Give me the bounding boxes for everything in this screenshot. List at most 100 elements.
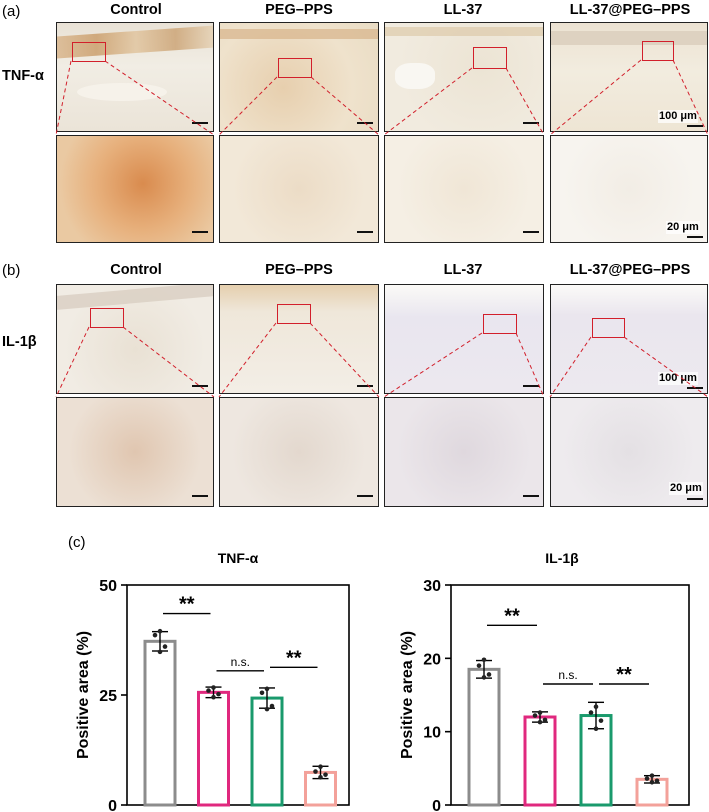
data-point: [532, 713, 538, 718]
y-tick-label: 10: [423, 725, 441, 742]
panel-a-label: (a): [2, 3, 21, 20]
data-point: [644, 776, 650, 781]
row-label-il1b: IL-1β: [2, 334, 37, 350]
column-title-peg-pps: PEG–PPS: [265, 262, 333, 278]
significance-label: n.s.: [558, 668, 577, 682]
data-point: [264, 706, 270, 712]
chart-title-il1b: IL-1β: [545, 550, 579, 566]
bar: [197, 690, 230, 807]
y-tick-label: 20: [423, 651, 441, 668]
scale-bar: [523, 495, 539, 497]
micrograph-il1b-ll37-low: [384, 284, 544, 394]
scale-bar: [357, 495, 373, 497]
data-point: [162, 644, 168, 649]
zoom-guides: [55, 59, 709, 398]
data-point: [318, 774, 323, 780]
micrograph-il1b-control-high: [56, 397, 214, 507]
panel-b-label: (b): [2, 262, 21, 279]
significance-label: **: [286, 647, 302, 669]
micrograph-il1b-ll37pegpps-low: 100 μm: [550, 284, 708, 394]
micrograph-il1b-pegpps-low: [219, 284, 379, 394]
data-point: [157, 649, 163, 655]
data-point: [206, 688, 211, 693]
roi-box: [642, 41, 674, 61]
data-point: [598, 718, 604, 723]
data-point: [216, 691, 221, 697]
micrograph-il1b-ll37-high: [384, 397, 544, 507]
micrograph-tnf-ll37pegpps-high: 20 μm: [550, 135, 708, 243]
chart-il1b: 0 10 20 30 Positive area (%) ** n.s. **: [399, 578, 690, 812]
data-point: [264, 686, 270, 692]
micrograph-il1b-control-low: [56, 284, 214, 394]
micrograph-tnf-control-low: [56, 22, 214, 132]
data-point: [588, 710, 594, 715]
scale-label-100um: 100 μm: [658, 372, 698, 385]
roi-box: [473, 47, 507, 69]
column-title-ll37-peg-pps: LL-37@PEG–PPS: [569, 2, 691, 18]
roi-box: [592, 318, 625, 338]
roi-box: [72, 42, 106, 62]
significance-label: **: [504, 605, 520, 627]
scale-bar: [192, 231, 208, 233]
data-point: [211, 685, 216, 690]
y-tick-label: 0: [432, 798, 441, 812]
scale-bar: [687, 125, 703, 127]
scale-bar: [192, 122, 208, 124]
scale-label-20um: 20 μm: [669, 482, 703, 495]
scale-bar: [523, 122, 539, 124]
panel-c-label: (c): [68, 534, 86, 551]
roi-box: [90, 308, 124, 328]
micrograph-tnf-ll37-high: [384, 135, 544, 243]
roi-box: [277, 304, 311, 324]
data-point: [318, 764, 323, 770]
column-title-ll37-peg-pps: LL-37@PEG–PPS: [569, 262, 691, 278]
scale-bar: [192, 385, 208, 387]
scale-bar: [357, 385, 373, 387]
data-point: [269, 703, 275, 709]
data-point: [486, 672, 492, 677]
column-title-ll37: LL-37: [443, 262, 483, 278]
scale-label-100um: 100 μm: [658, 110, 698, 123]
data-point: [654, 778, 660, 784]
data-point: [259, 690, 265, 696]
data-point: [593, 704, 599, 710]
data-point: [313, 769, 318, 774]
bar: [523, 715, 557, 807]
y-tick-label: 0: [108, 798, 117, 812]
column-title-control: Control: [110, 262, 162, 278]
scale-label-20um: 20 μm: [666, 221, 700, 234]
micrograph-il1b-ll37pegpps-high: 20 μm: [550, 397, 708, 507]
micrograph-il1b-pegpps-high: [219, 397, 379, 507]
y-axis-label: Positive area (%): [75, 631, 92, 759]
data-point: [537, 719, 543, 725]
y-tick-label: 30: [423, 578, 441, 595]
data-point: [323, 772, 328, 777]
bar: [250, 696, 284, 807]
scale-bar: [523, 385, 539, 387]
micrograph-tnf-ll37-low: [384, 22, 544, 132]
column-title-control: Control: [110, 2, 162, 18]
data-point: [649, 779, 655, 785]
scale-bar: [357, 231, 373, 233]
scale-bar: [192, 495, 208, 497]
data-point: [537, 710, 543, 715]
data-point: [481, 675, 487, 680]
data-point: [649, 773, 655, 778]
y-tick-label: 25: [99, 688, 117, 705]
data-point: [476, 663, 482, 668]
data-point: [593, 726, 599, 732]
roi-box: [278, 58, 312, 78]
chart-tnf: 0 25 50 Positive area (%) ** n.s. **: [75, 578, 350, 812]
significance-label: n.s.: [231, 655, 250, 669]
data-point: [211, 694, 216, 700]
bar: [143, 639, 177, 807]
data-point: [481, 657, 487, 663]
data-point: [157, 628, 163, 634]
row-label-tnf: TNF-α: [2, 68, 44, 84]
scale-bar: [523, 231, 539, 233]
data-point: [542, 717, 548, 723]
column-title-ll37: LL-37: [443, 2, 483, 18]
y-axis-label: Positive area (%): [399, 631, 416, 759]
column-title-peg-pps: PEG–PPS: [265, 2, 333, 18]
micrograph-tnf-ll37pegpps-low: 100 μm: [550, 22, 708, 132]
